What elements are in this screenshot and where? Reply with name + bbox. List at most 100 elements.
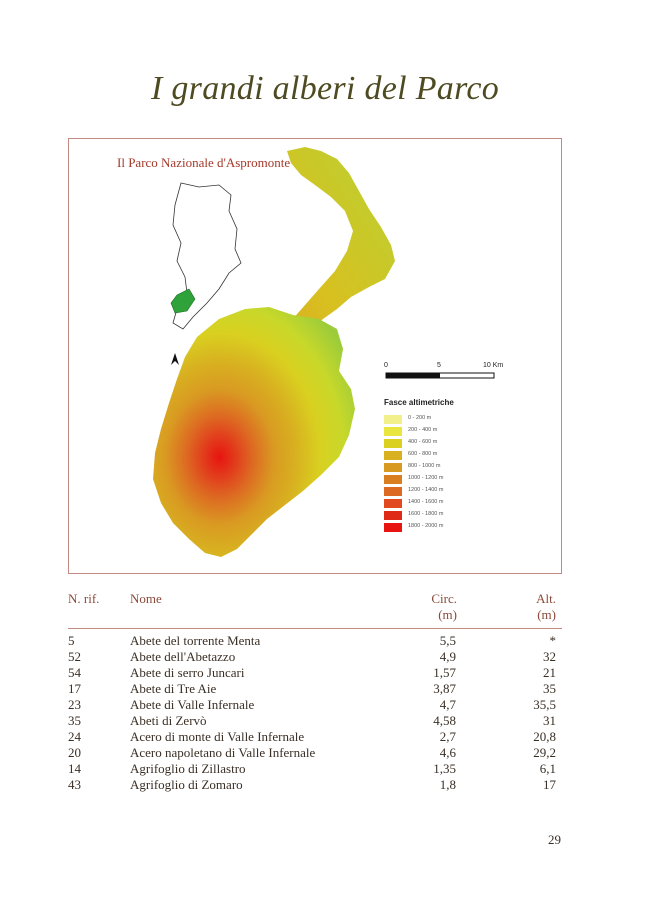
legend-swatch [384,439,402,448]
row-tree-name: Agrifoglio di Zomaro [130,777,243,792]
scale-label-0: 0 [384,362,388,369]
header-rif: N. rif. [68,591,100,606]
legend-item: 1200 - 1400 m [384,487,504,497]
row-ref-number: 54 [68,665,81,680]
legend-label: 1200 - 1400 m [408,487,444,493]
header-nome: Nome [130,591,162,606]
row-circumference: 4,7 [439,697,456,712]
legend-label: 1800 - 2000 m [408,523,444,529]
row-ref-number: 20 [68,745,81,760]
legend-swatch [384,487,402,496]
row-height: 35,5 [533,697,556,712]
header-alt: Alt. (m) [505,591,556,623]
legend-label: 0 - 200 m [408,415,432,421]
legend-item: 1600 - 1800 m [384,511,504,521]
scale-label-5: 5 [437,362,441,369]
legend-swatch [384,427,402,436]
row-height: * [549,633,557,648]
header-alt-label: Alt. [536,591,556,606]
legend-swatch [384,451,402,460]
row-tree-name: Abete del torrente Menta [130,633,261,648]
row-circumference: 1,57 [433,665,456,680]
row-tree-name: Acero napoletano di Valle Infernale [130,745,316,760]
row-tree-name: Abete dell'Abetazzo [130,649,236,664]
scale-bar [385,372,495,379]
legend-item: 1000 - 1200 m [384,475,504,485]
row-height: 6,1 [539,761,556,776]
row-height: 32 [543,649,556,664]
row-height: 21 [543,665,556,680]
row-circumference: 4,58 [433,713,456,728]
row-height: 17 [543,777,556,792]
table-row: 23 Abete di Valle Infernale 4,7 35,5 [68,697,562,713]
row-ref-number: 5 [68,633,75,648]
table-row: 5 Abete del torrente Menta 5,5 * [68,633,562,649]
row-ref-number: 35 [68,713,81,728]
legend-label: 400 - 600 m [408,439,438,445]
row-height: 20,8 [533,729,556,744]
map-caption: Il Parco Nazionale d'Aspromonte [117,155,291,170]
legend-swatch [384,475,402,484]
row-circumference: 4,9 [439,649,456,664]
row-height: 35 [543,681,556,696]
header-circ-unit: (m) [438,607,457,622]
park-location-inset [170,288,196,314]
table-row: 52 Abete dell'Abetazzo 4,9 32 [68,649,562,665]
legend-item: 800 - 1000 m [384,463,504,473]
header-circ-label: Circ. [431,591,457,606]
row-ref-number: 14 [68,761,81,776]
row-tree-name: Abete di Valle Infernale [130,697,255,712]
row-ref-number: 52 [68,649,81,664]
altitude-map-graphic [153,147,495,557]
row-tree-name: Abeti di Zervò [130,713,207,728]
legend-item: 200 - 400 m [384,427,504,437]
row-ref-number: 17 [68,681,81,696]
legend-item: 600 - 800 m [384,451,504,461]
header-circ: Circ. (m) [405,591,457,623]
scale-label-10: 10 Km [483,362,504,369]
table-row: 54 Abete di serro Juncari 1,57 21 [68,665,562,681]
legend-label: 1000 - 1200 m [408,475,444,481]
header-alt-unit: (m) [537,607,556,622]
table-row: 24 Acero di monte di Valle Infernale 2,7 20… [68,729,562,745]
legend-label: 1400 - 1600 m [408,499,444,505]
legend-title: Fasce altimetriche [384,398,454,407]
north-arrow [171,353,179,365]
row-circumference: 1,35 [433,761,456,776]
header-divider [68,628,562,629]
row-ref-number: 43 [68,777,81,792]
row-circumference: 3,87 [433,681,456,696]
row-circumference: 5,5 [439,633,456,648]
legend-label: 600 - 800 m [408,451,438,457]
row-circumference: 1,8 [439,777,456,792]
row-tree-name: Abete di Tre Aie [130,681,217,696]
legend-item: 1800 - 2000 m [384,523,504,533]
legend-label: 1600 - 1800 m [408,511,444,517]
legend-swatch [384,523,402,532]
legend-item: 400 - 600 m [384,439,504,449]
park-northern-arm [239,147,395,379]
park-map: Il Parco Nazionale d'Aspromonte 0 5 10 K… [68,138,562,574]
row-circumference: 4,6 [439,745,456,760]
legend-label: 800 - 1000 m [408,463,441,469]
row-ref-number: 23 [68,697,81,712]
row-tree-name: Agrifoglio di Zillastro [130,761,246,776]
table-row: 43 Agrifoglio di Zomaro 1,8 17 [68,777,562,793]
table-row: 17 Abete di Tre Aie 3,87 35 [68,681,562,697]
row-tree-name: Abete di serro Juncari [130,665,245,680]
legend-item: 1400 - 1600 m [384,499,504,509]
legend-item: 0 - 200 m [384,415,504,425]
page-number: 29 [548,832,561,847]
legend-swatch [384,499,402,508]
legend-swatch [384,415,402,424]
legend-swatch [384,511,402,520]
row-ref-number: 24 [68,729,81,744]
row-height: 29,2 [533,745,556,760]
table-row: 14 Agrifoglio di Zillastro 1,35 6,1 [68,761,562,777]
legend-swatch [384,463,402,472]
trees-table: 5 Abete del torrente Menta 5,5 * 52 Abete del… [68,633,562,793]
table-row: 20 Acero napoletano di Valle Infernale 4,6… [68,745,562,761]
row-height: 31 [543,713,556,728]
table-row: 35 Abeti di Zervò 4,58 31 [68,713,562,729]
row-circumference: 2,7 [439,729,456,744]
